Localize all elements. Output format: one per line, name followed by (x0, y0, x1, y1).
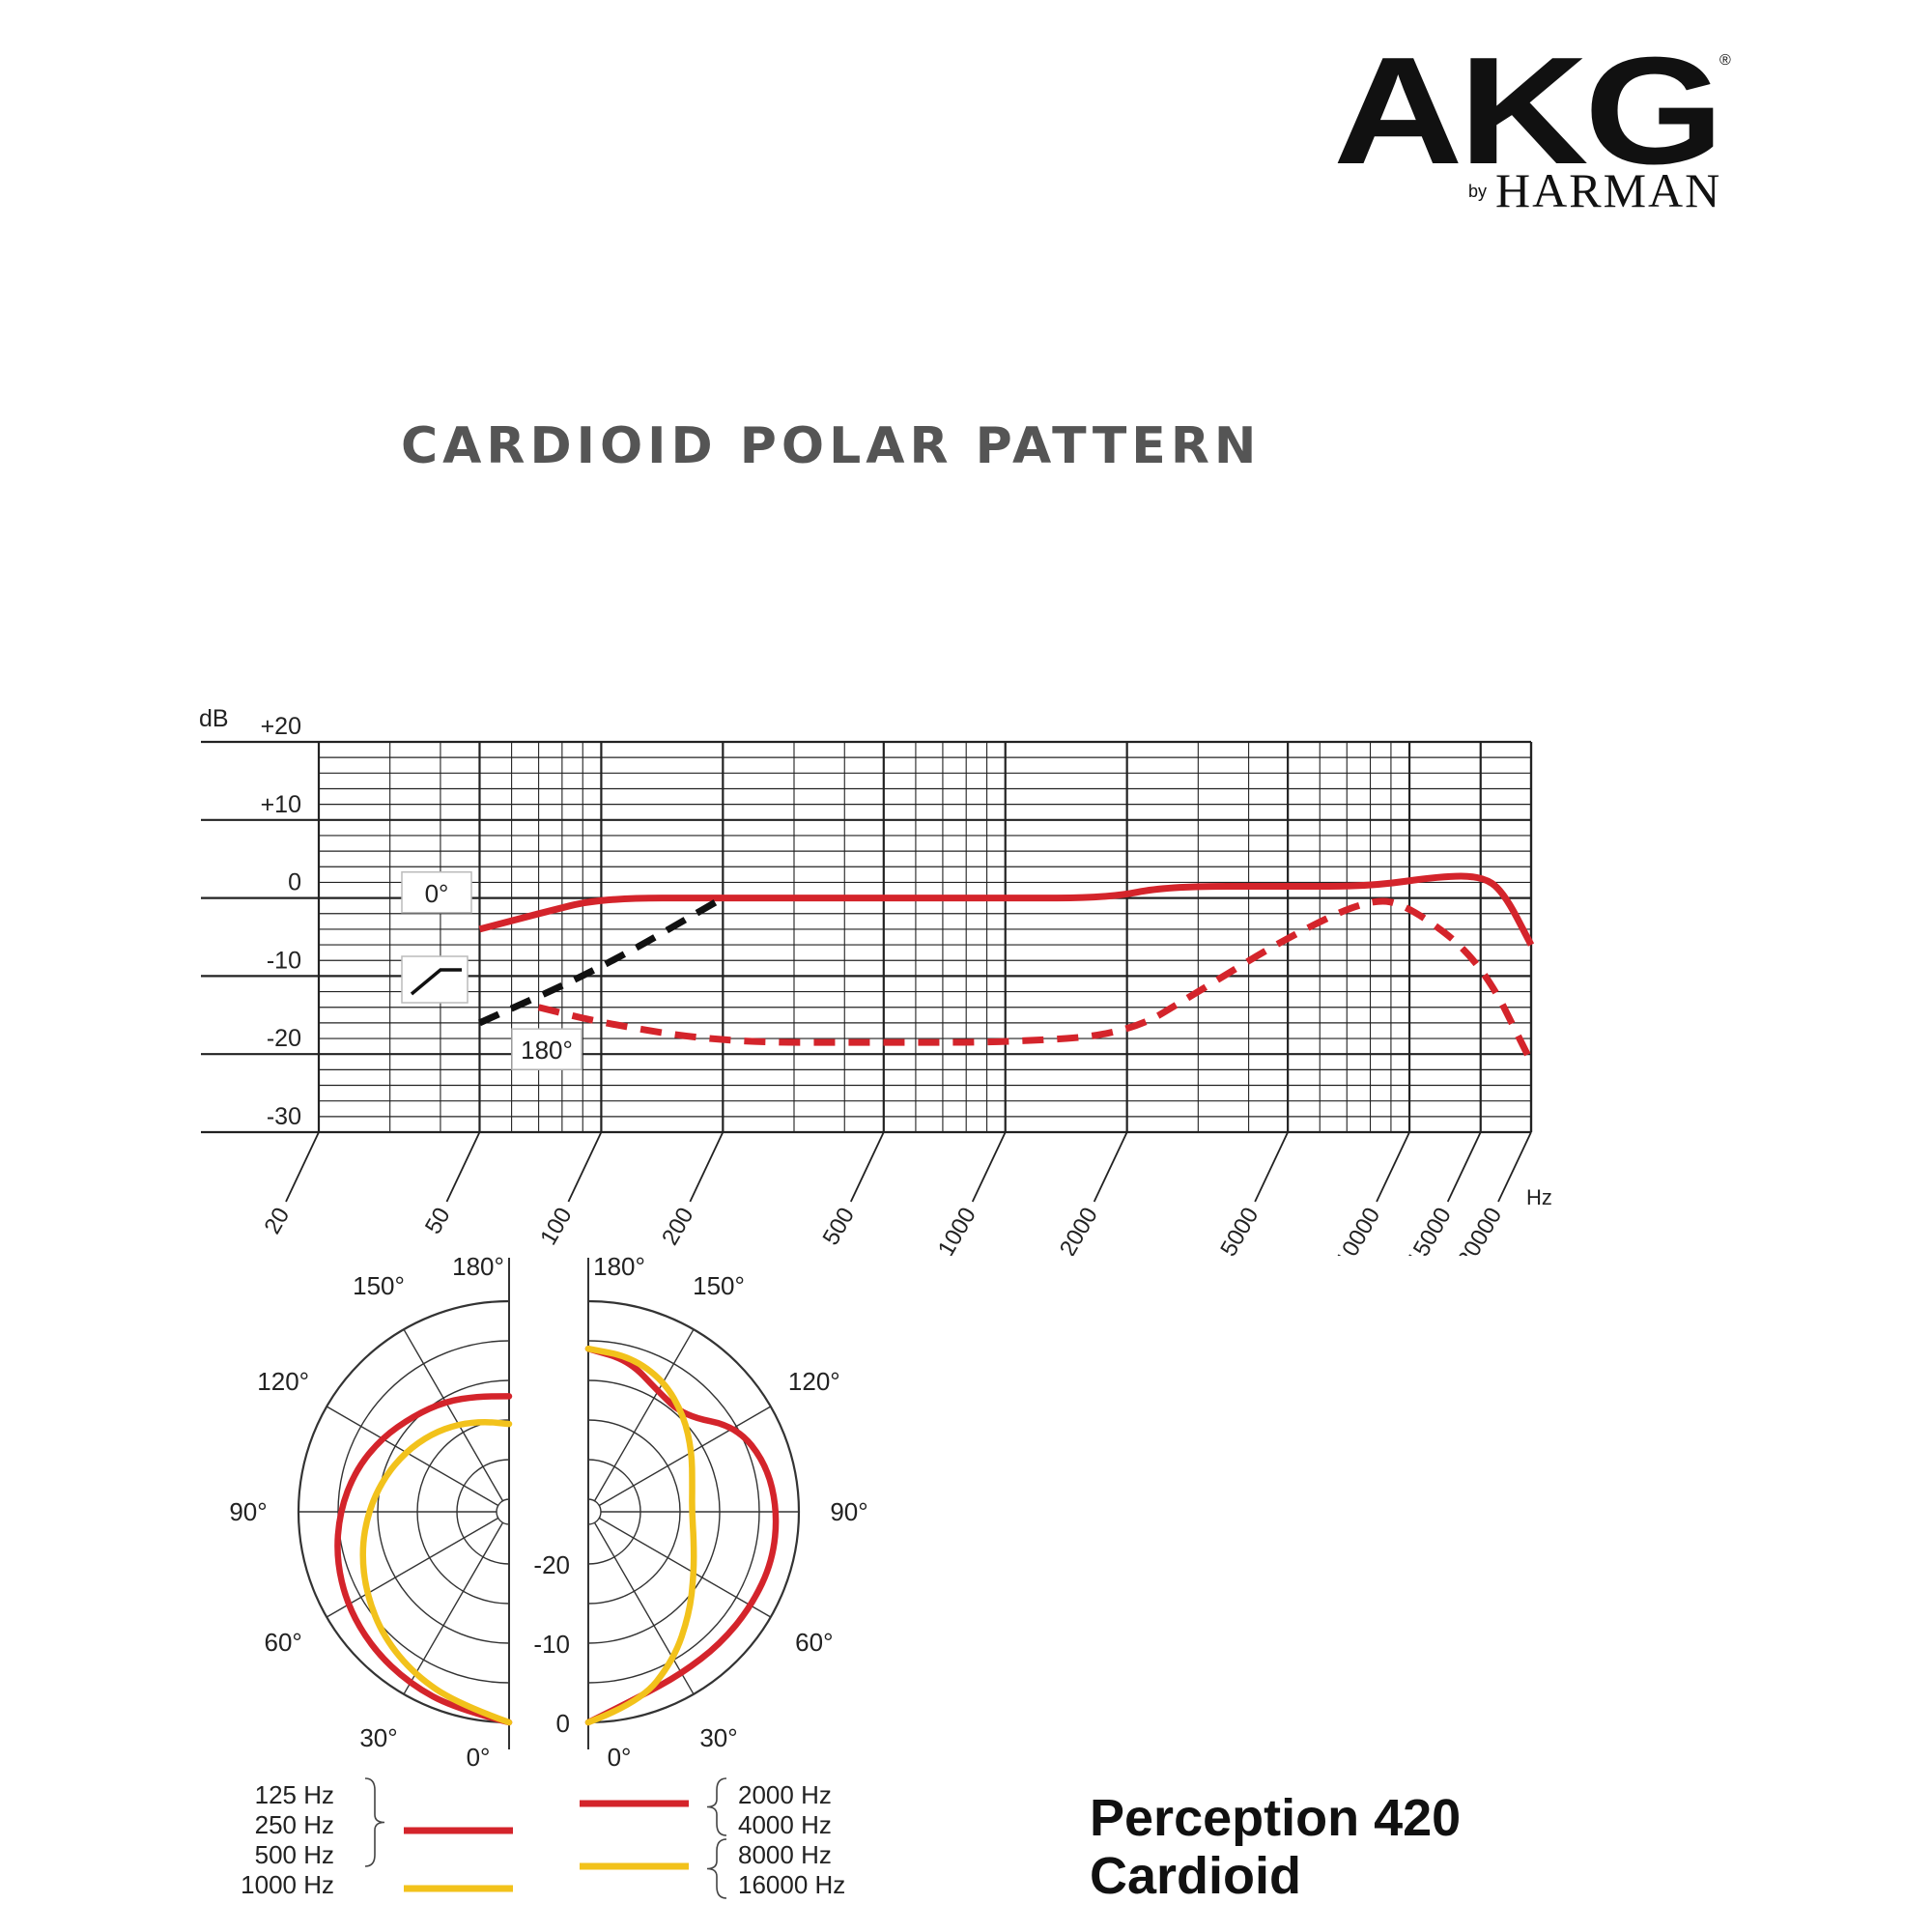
polar-spoke (326, 1517, 499, 1618)
series-label-box (511, 1028, 582, 1070)
polar-angle-label: 150° (693, 1271, 745, 1300)
polar-angle-label: 60° (795, 1628, 833, 1657)
bass-cut-icon (401, 955, 469, 1004)
x-tick-leader (849, 1131, 885, 1203)
polar-angle-label: 0° (467, 1743, 491, 1772)
product-pattern: Cardioid (1090, 1847, 1302, 1905)
legend-label: 2000 Hz (738, 1780, 832, 1809)
polar-ring (496, 1498, 510, 1525)
logo-registered-mark: ® (1719, 52, 1731, 69)
polar-ring (587, 1498, 602, 1525)
y-tick-label: 0 (288, 869, 301, 896)
polar-angle-label: 180° (452, 1252, 504, 1281)
y-axis-label: dB (199, 705, 229, 732)
polar-angle-label: 30° (359, 1723, 397, 1752)
polar-series-line (584, 1345, 780, 1726)
polar-angle-label: 180° (593, 1252, 645, 1281)
polar-angle-label: 30° (699, 1723, 737, 1752)
polar-angle-labels: 0° 30° 60° 90° 120° 150° 180° 0° 30° 60° 90° 120° 15… (229, 1252, 867, 1772)
polar-series-line (359, 1419, 513, 1726)
series-line (537, 897, 1535, 1064)
x-tick-leader (1093, 1131, 1128, 1203)
frequency-grid (201, 740, 1533, 1134)
x-tick-leader (567, 1131, 603, 1203)
x-tick-leader (445, 1131, 481, 1203)
x-tick-leader (285, 1131, 320, 1203)
legend-label: 250 Hz (255, 1810, 334, 1839)
legend-label: 4000 Hz (738, 1810, 832, 1839)
frequency-series: 0° 180° (401, 871, 1535, 1070)
polar-pattern-chart: 0° 30° 60° 90° 120° 150° 180° 0° 30° 60° 90° 120° 15… (229, 1252, 867, 1899)
polar-spoke (326, 1406, 499, 1507)
akg-harman-logo: AKG ® by HARMAN (1333, 26, 1739, 217)
y-tick-label: +10 (261, 791, 301, 818)
polar-angle-label: 150° (353, 1271, 405, 1300)
polar-angle-label: 60° (265, 1628, 302, 1657)
polar-panel-right (584, 1258, 801, 1749)
x-tick-leader (971, 1131, 1007, 1203)
polar-db-label: -10 (533, 1630, 570, 1659)
polar-spoke (598, 1406, 772, 1507)
y-tick-label: -10 (267, 947, 301, 974)
polar-panel-left (297, 1258, 513, 1749)
legend-label: 16000 Hz (738, 1870, 845, 1899)
x-tick-leader (1497, 1131, 1532, 1203)
logo-by: by (1468, 182, 1488, 201)
polar-spoke (593, 1521, 695, 1695)
polar-series-line (584, 1345, 697, 1726)
chart-title: CARDIOID POLAR PATTERN (401, 417, 1262, 475)
polar-spoke (403, 1328, 504, 1502)
x-tick-leader (689, 1131, 724, 1203)
legend-label: 8000 Hz (738, 1840, 832, 1869)
legend-brace (364, 1777, 385, 1867)
product-name: Perception 420 (1090, 1789, 1462, 1847)
polar-angle-label: 0° (608, 1743, 632, 1772)
logo-akg: AKG (1333, 26, 1724, 196)
polar-spoke (403, 1521, 504, 1695)
polar-spoke (598, 1517, 772, 1618)
y-tick-label: -30 (267, 1103, 301, 1130)
series-label: 180° (521, 1036, 573, 1065)
x-tick-leader (1376, 1131, 1410, 1203)
polar-spoke (593, 1328, 695, 1502)
x-tick-leader (1254, 1131, 1289, 1203)
polar-angle-label: 90° (830, 1497, 867, 1526)
product-label: Perception 420 Cardioid (1090, 1789, 1461, 1905)
polar-db-label: -20 (533, 1550, 570, 1579)
polar-series-line (334, 1393, 513, 1726)
legend-label: 125 Hz (255, 1780, 334, 1809)
legend-label: 500 Hz (255, 1840, 334, 1869)
legend-label: 1000 Hz (241, 1870, 334, 1899)
series-line (478, 895, 725, 1027)
series-label-box (401, 871, 472, 914)
polar-angle-label: 90° (229, 1497, 267, 1526)
logo-harman: HARMAN (1495, 163, 1722, 217)
legend-brace (706, 1777, 727, 1836)
x-tick-leader (1446, 1131, 1482, 1203)
x-axis-unit: Hz (1526, 1185, 1552, 1209)
series-label: 0° (425, 879, 449, 908)
legend-brace (706, 1838, 727, 1899)
y-tick-label: -20 (267, 1025, 301, 1052)
polar-angle-label: 120° (788, 1367, 840, 1396)
series-line (478, 872, 1535, 949)
polar-db-label: 0 (556, 1709, 570, 1738)
y-tick-label: +20 (261, 713, 301, 740)
polar-angle-label: 120° (257, 1367, 309, 1396)
